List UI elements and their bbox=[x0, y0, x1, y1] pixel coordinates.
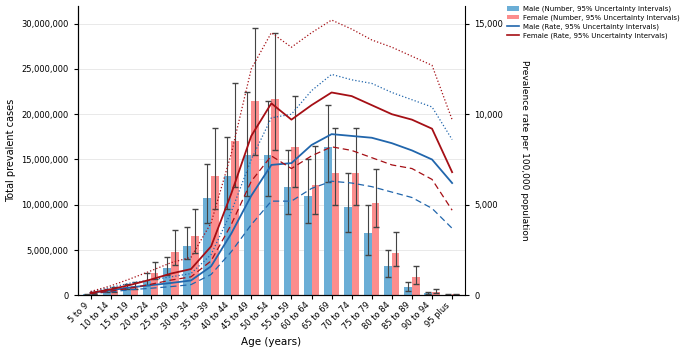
Bar bbox=[312, 185, 319, 295]
Bar bbox=[452, 294, 460, 295]
Bar bbox=[211, 176, 219, 295]
Bar bbox=[291, 147, 299, 295]
Bar bbox=[244, 155, 251, 295]
Bar bbox=[111, 290, 119, 295]
Bar bbox=[123, 287, 131, 295]
Bar bbox=[90, 294, 98, 295]
Bar bbox=[203, 198, 211, 295]
Bar bbox=[304, 196, 312, 295]
Bar bbox=[324, 147, 332, 295]
Bar bbox=[344, 208, 351, 295]
Bar bbox=[223, 176, 231, 295]
Bar bbox=[171, 252, 179, 295]
Bar bbox=[191, 235, 199, 295]
Bar bbox=[231, 142, 239, 295]
Bar bbox=[271, 99, 279, 295]
Bar bbox=[284, 187, 291, 295]
Bar bbox=[131, 286, 138, 295]
Legend: Male (Number, 95% Uncertainty Intervals), Female (Number, 95% Uncertainty Interv: Male (Number, 95% Uncertainty Intervals)… bbox=[505, 4, 682, 41]
Bar bbox=[184, 245, 191, 295]
Bar bbox=[364, 233, 372, 295]
X-axis label: Age (years): Age (years) bbox=[241, 337, 301, 347]
Bar bbox=[163, 268, 171, 295]
Bar bbox=[351, 173, 360, 295]
Bar bbox=[143, 281, 151, 295]
Bar bbox=[103, 291, 111, 295]
Bar bbox=[372, 203, 379, 295]
Bar bbox=[83, 294, 90, 295]
Bar bbox=[392, 253, 399, 295]
Bar bbox=[264, 155, 271, 295]
Bar bbox=[332, 173, 339, 295]
Y-axis label: Prevalence rate per 100,000 population: Prevalence rate per 100,000 population bbox=[520, 60, 529, 241]
Bar bbox=[425, 293, 432, 295]
Bar bbox=[412, 277, 420, 295]
Bar bbox=[251, 101, 259, 295]
Bar bbox=[404, 287, 412, 295]
Bar bbox=[384, 266, 392, 295]
Y-axis label: Total prevalent cases: Total prevalent cases bbox=[5, 99, 16, 202]
Bar bbox=[432, 292, 440, 295]
Bar bbox=[151, 273, 158, 295]
